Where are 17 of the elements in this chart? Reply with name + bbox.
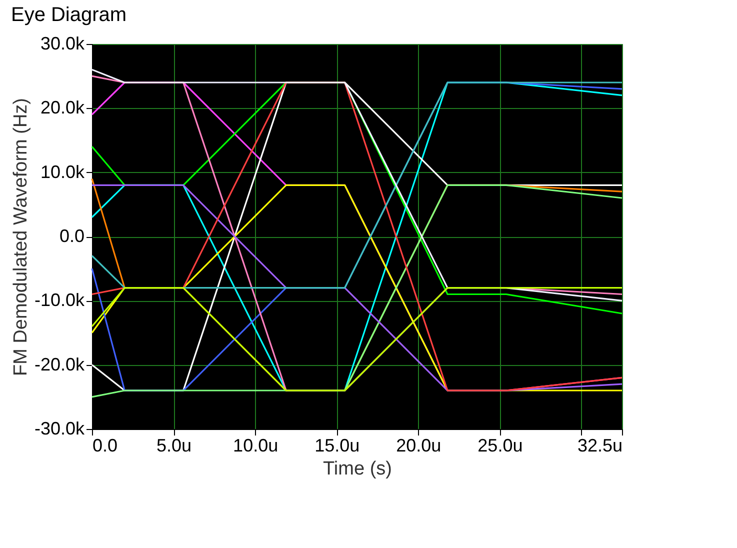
x-tick-label: 0.0 xyxy=(92,436,118,456)
x-tick-label: 32.5u xyxy=(577,436,622,456)
x-tick-label: 25.0u xyxy=(478,436,523,456)
x-tick-label: 15.0u xyxy=(314,436,360,456)
x-tick-label: 10.0u xyxy=(233,436,278,456)
x-tick-label: 5.0u xyxy=(156,436,192,456)
y-tick-label: 20.0k xyxy=(40,98,86,118)
y-tick-label: -30.0k xyxy=(34,418,86,438)
y-axis-title: FM Demodulated Waveform (Hz) xyxy=(10,98,32,376)
y-tick-label: -10.0k xyxy=(34,290,86,310)
y-tick-label: -20.0k xyxy=(34,354,86,374)
x-tick-label: 20.0u xyxy=(396,436,442,456)
y-tick-label: 10.0k xyxy=(40,162,86,182)
chart-title: Eye Diagram xyxy=(10,4,127,26)
x-axis-title: Time (s) xyxy=(323,458,392,480)
y-tick-label: 30.0k xyxy=(40,34,86,54)
y-tick-label: 0.0 xyxy=(59,226,84,246)
